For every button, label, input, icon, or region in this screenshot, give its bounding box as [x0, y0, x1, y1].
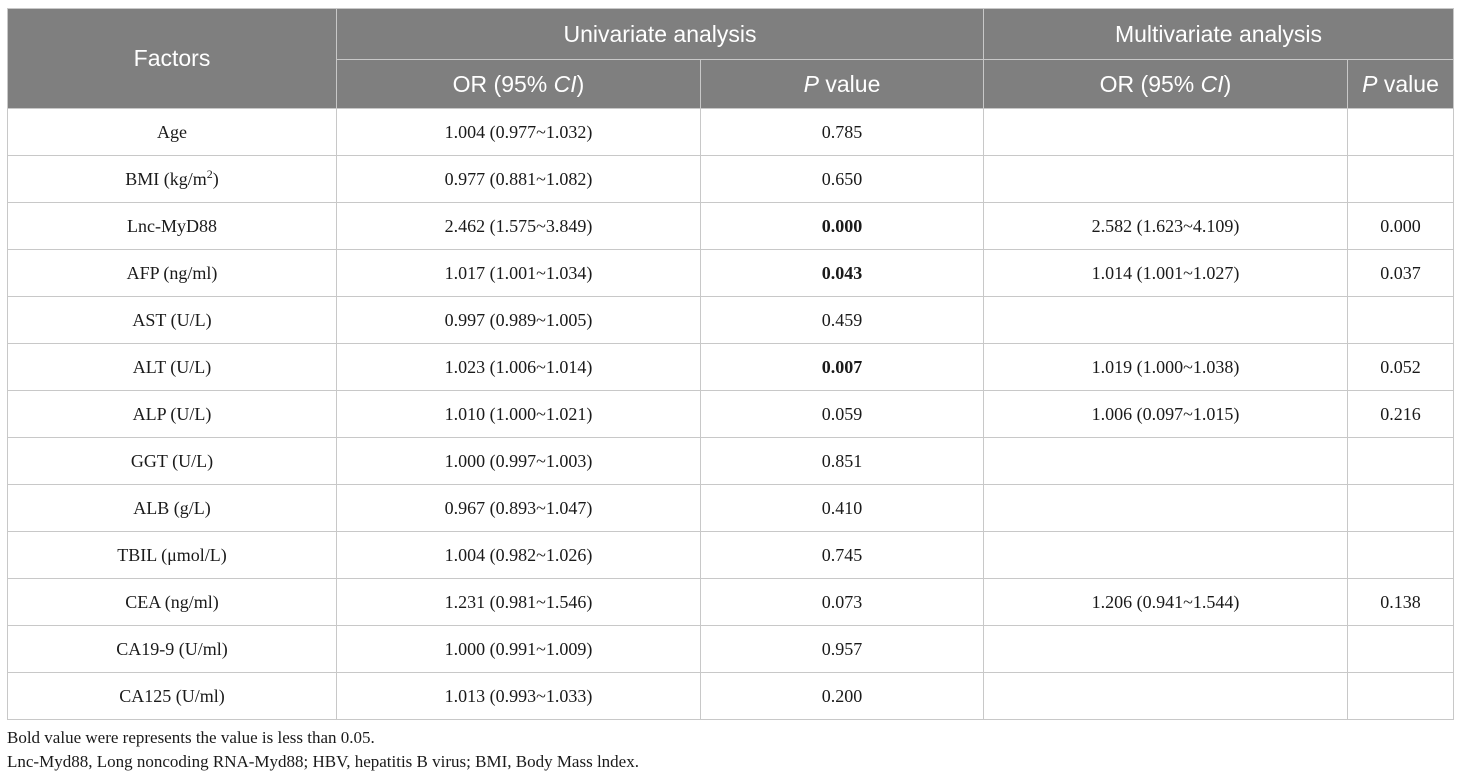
multi-p-cell: [1347, 155, 1454, 203]
uni-or-cell: 1.000 (0.997~1.003): [336, 437, 701, 485]
factor-cell: CEA (ng/ml): [7, 578, 337, 626]
multi-or-cell: [983, 155, 1348, 203]
table-row: ALP (U/L) 1.010 (1.000~1.021) 0.059 1.006 (…: [7, 390, 1454, 438]
header-uni-p: P value: [700, 59, 984, 109]
header-factors: Factors: [7, 8, 337, 109]
factor-cell: TBIL (μmol/L): [7, 531, 337, 579]
multi-or-cell: 2.582 (1.623~4.109): [983, 202, 1348, 250]
footnote-abbreviations: Lnc-Myd88, Long noncoding RNA-Myd88; HBV…: [7, 752, 639, 771]
uni-p-cell: 0.650: [700, 155, 984, 203]
factor-cell: ALP (U/L): [7, 390, 337, 438]
uni-or-cell: 1.004 (0.982~1.026): [336, 531, 701, 579]
multi-or-cell: 1.019 (1.000~1.038): [983, 343, 1348, 391]
multi-p-cell: 0.037: [1347, 249, 1454, 297]
uni-or-cell: 0.967 (0.893~1.047): [336, 484, 701, 532]
table-row: CA19-9 (U/ml) 1.000 (0.991~1.009) 0.957: [7, 625, 1454, 673]
table-row: ALB (g/L) 0.967 (0.893~1.047) 0.410: [7, 484, 1454, 532]
uni-or-cell: 1.013 (0.993~1.033): [336, 672, 701, 720]
multi-or-cell: [983, 108, 1348, 156]
uni-p-cell: 0.007: [700, 343, 984, 391]
table-body: Age 1.004 (0.977~1.032) 0.785 BMI (kg/m2) 0.…: [7, 108, 1454, 720]
header-multivariate: Multivariate analysis: [983, 8, 1454, 60]
table-row: BMI (kg/m2) 0.977 (0.881~1.082) 0.650: [7, 155, 1454, 203]
multi-p-cell: [1347, 625, 1454, 673]
multi-or-cell: [983, 531, 1348, 579]
uni-p-cell: 0.459: [700, 296, 984, 344]
uni-or-cell: 0.977 (0.881~1.082): [336, 155, 701, 203]
uni-p-cell: 0.851: [700, 437, 984, 485]
multi-p-cell: [1347, 108, 1454, 156]
multi-or-cell: 1.006 (0.097~1.015): [983, 390, 1348, 438]
factor-cell: Age: [7, 108, 337, 156]
multi-p-cell: 0.052: [1347, 343, 1454, 391]
multi-p-cell: [1347, 437, 1454, 485]
uni-p-cell: 0.785: [700, 108, 984, 156]
uni-or-cell: 0.997 (0.989~1.005): [336, 296, 701, 344]
uni-p-cell: 0.073: [700, 578, 984, 626]
logistic-regression-table: Factors Univariate analysis Multivariate…: [7, 8, 1454, 720]
uni-or-cell: 2.462 (1.575~3.849): [336, 202, 701, 250]
table-row: Lnc-MyD88 2.462 (1.575~3.849) 0.000 2.582 (…: [7, 202, 1454, 250]
uni-or-cell: 1.231 (0.981~1.546): [336, 578, 701, 626]
multi-or-cell: [983, 484, 1348, 532]
table-row: ALT (U/L) 1.023 (1.006~1.014) 0.007 1.019 (…: [7, 343, 1454, 391]
uni-p-cell: 0.200: [700, 672, 984, 720]
table-row: AFP (ng/ml) 1.017 (1.001~1.034) 0.043 1.014…: [7, 249, 1454, 297]
factor-cell: CA125 (U/ml): [7, 672, 337, 720]
multi-or-cell: [983, 625, 1348, 673]
table-footnotes: Bold value were represents the value is …: [7, 726, 1453, 774]
factor-cell: GGT (U/L): [7, 437, 337, 485]
factor-cell: Lnc-MyD88: [7, 202, 337, 250]
header-multi-or: OR (95% CI): [983, 59, 1348, 109]
multi-or-cell: 1.014 (1.001~1.027): [983, 249, 1348, 297]
table-row: CEA (ng/ml) 1.231 (0.981~1.546) 0.073 1.206…: [7, 578, 1454, 626]
table-row: Age 1.004 (0.977~1.032) 0.785: [7, 108, 1454, 156]
factor-cell: ALB (g/L): [7, 484, 337, 532]
header-multi-p: P value: [1347, 59, 1454, 109]
factor-cell: BMI (kg/m2): [7, 155, 337, 203]
multi-p-cell: [1347, 296, 1454, 344]
uni-p-cell: 0.745: [700, 531, 984, 579]
multi-or-cell: [983, 437, 1348, 485]
table-row: TBIL (μmol/L) 1.004 (0.982~1.026) 0.745: [7, 531, 1454, 579]
multi-or-cell: [983, 296, 1348, 344]
factor-cell: CA19-9 (U/ml): [7, 625, 337, 673]
uni-or-cell: 1.010 (1.000~1.021): [336, 390, 701, 438]
multi-or-cell: 1.206 (0.941~1.544): [983, 578, 1348, 626]
multi-p-cell: [1347, 484, 1454, 532]
multi-p-cell: 0.216: [1347, 390, 1454, 438]
uni-p-cell: 0.059: [700, 390, 984, 438]
multi-or-cell: [983, 672, 1348, 720]
factor-cell: AST (U/L): [7, 296, 337, 344]
multi-p-cell: 0.138: [1347, 578, 1454, 626]
multi-p-cell: [1347, 672, 1454, 720]
uni-or-cell: 1.023 (1.006~1.014): [336, 343, 701, 391]
header-uni-or: OR (95% CI): [336, 59, 701, 109]
multi-p-cell: [1347, 531, 1454, 579]
multi-p-cell: 0.000: [1347, 202, 1454, 250]
uni-p-cell: 0.410: [700, 484, 984, 532]
uni-p-cell: 0.000: [700, 202, 984, 250]
table-row: CA125 (U/ml) 1.013 (0.993~1.033) 0.200: [7, 672, 1454, 720]
uni-or-cell: 1.017 (1.001~1.034): [336, 249, 701, 297]
factor-cell: AFP (ng/ml): [7, 249, 337, 297]
footnote-bold: Bold value were represents the value is …: [7, 728, 375, 747]
uni-p-cell: 0.957: [700, 625, 984, 673]
table-row: AST (U/L) 0.997 (0.989~1.005) 0.459: [7, 296, 1454, 344]
results-table-container: Factors Univariate analysis Multivariate…: [7, 8, 1454, 720]
uni-or-cell: 1.004 (0.977~1.032): [336, 108, 701, 156]
table-row: GGT (U/L) 1.000 (0.997~1.003) 0.851: [7, 437, 1454, 485]
header-univariate: Univariate analysis: [336, 8, 984, 60]
uni-or-cell: 1.000 (0.991~1.009): [336, 625, 701, 673]
factor-cell: ALT (U/L): [7, 343, 337, 391]
uni-p-cell: 0.043: [700, 249, 984, 297]
